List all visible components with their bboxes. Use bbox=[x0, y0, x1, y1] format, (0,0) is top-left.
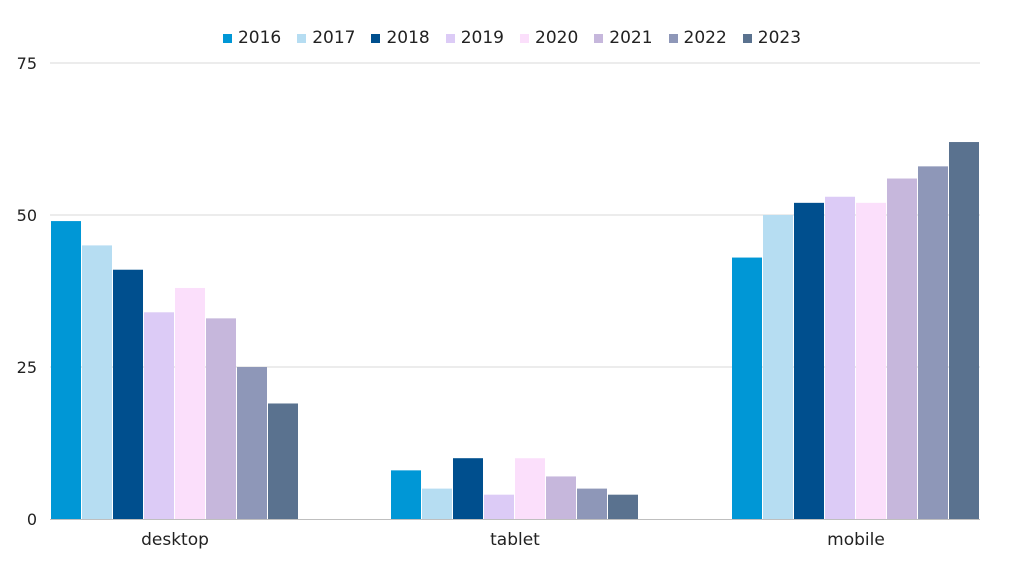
legend-label: 2019 bbox=[460, 28, 504, 48]
legend-item: 2022 bbox=[668, 28, 727, 48]
bar-mobile-2016 bbox=[732, 257, 762, 519]
bar-tablet-2021 bbox=[546, 476, 576, 519]
x-category-label: tablet bbox=[490, 530, 540, 550]
legend-label: 2020 bbox=[535, 28, 579, 48]
bar-tablet-2018 bbox=[453, 458, 483, 519]
bar-mobile-2022 bbox=[918, 166, 948, 520]
bar-desktop-2023 bbox=[268, 403, 298, 519]
x-category-label: desktop bbox=[141, 530, 209, 550]
y-tick-label: 75 bbox=[17, 54, 37, 73]
legend-swatch bbox=[668, 33, 678, 43]
bar-desktop-2018 bbox=[113, 269, 143, 519]
legend-swatch bbox=[520, 33, 529, 43]
bar-tablet-2022 bbox=[577, 488, 607, 519]
bar-desktop-2021 bbox=[206, 318, 236, 519]
bar-desktop-2022 bbox=[237, 367, 267, 519]
legend-item: 2021 bbox=[594, 28, 653, 48]
legend-label: 2021 bbox=[609, 28, 653, 48]
legend: 2016 2017 2018 2019 2020 2021 2022 2023 bbox=[0, 28, 1024, 48]
bar-desktop-2020 bbox=[175, 287, 205, 519]
legend-swatch bbox=[594, 33, 604, 43]
legend-label: 2016 bbox=[237, 28, 282, 48]
bar-mobile-2019 bbox=[825, 196, 855, 519]
y-tick-label: 50 bbox=[17, 206, 37, 225]
legend-swatch bbox=[297, 33, 307, 43]
legend-item: 2017 bbox=[297, 28, 355, 48]
y-tick-label: 25 bbox=[17, 358, 37, 377]
legend-item: 2018 bbox=[371, 28, 430, 48]
bar-tablet-2017 bbox=[422, 488, 452, 519]
legend-label: 2017 bbox=[312, 28, 356, 48]
bar-tablet-2020 bbox=[515, 458, 545, 519]
bar-mobile-2017 bbox=[763, 215, 793, 519]
y-tick-label: 0 bbox=[27, 510, 37, 529]
legend-item: 2019 bbox=[445, 28, 504, 48]
legend-swatch bbox=[742, 33, 752, 43]
bar-tablet-2016 bbox=[391, 470, 421, 519]
bar-desktop-2019 bbox=[144, 312, 174, 519]
bar-desktop-2016 bbox=[51, 221, 81, 519]
legend-swatch bbox=[445, 33, 455, 43]
bar-tablet-2023 bbox=[608, 494, 638, 519]
legend-item: 2020 bbox=[520, 28, 578, 48]
bar-mobile-2021 bbox=[887, 178, 917, 519]
legend-item: 2016 bbox=[222, 28, 282, 48]
legend-label: 2023 bbox=[757, 28, 802, 48]
legend-swatch bbox=[222, 33, 232, 43]
bar-mobile-2018 bbox=[794, 202, 824, 519]
bar-mobile-2020 bbox=[856, 202, 886, 519]
bar-mobile-2023 bbox=[949, 142, 979, 520]
x-category-label: mobile bbox=[827, 530, 885, 550]
legend-label: 2018 bbox=[386, 28, 430, 48]
bar-desktop-2017 bbox=[82, 245, 112, 519]
legend-label: 2022 bbox=[683, 28, 727, 48]
legend-item: 2023 bbox=[742, 28, 802, 48]
legend-swatch bbox=[371, 33, 381, 43]
bar-tablet-2019 bbox=[484, 494, 514, 519]
